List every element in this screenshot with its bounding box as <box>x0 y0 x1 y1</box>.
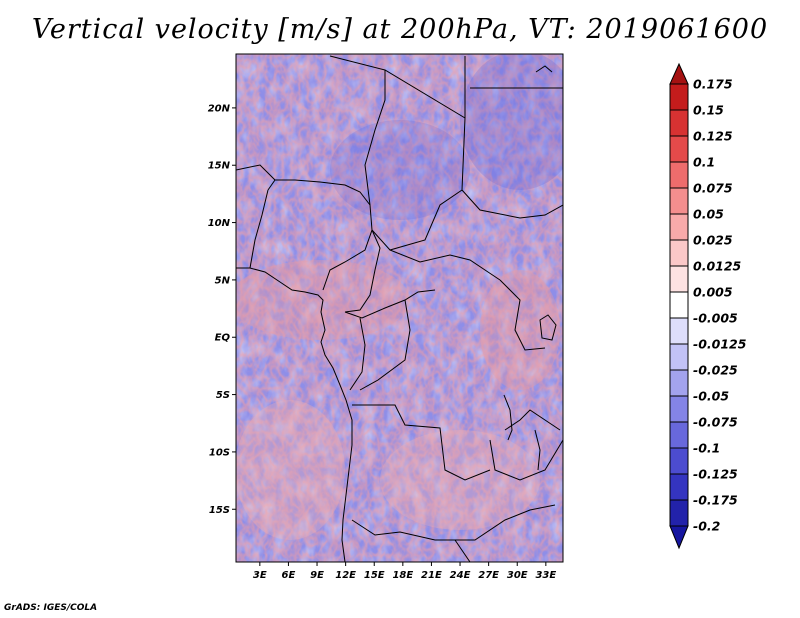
colorbar-label: 0.1 <box>693 155 715 170</box>
colorbar-bottom-arrow <box>669 525 689 550</box>
lon-label: 33E <box>535 570 556 581</box>
colorbar-label: 0.005 <box>693 285 733 300</box>
colorbar-label: -0.025 <box>693 363 738 378</box>
lat-label: EQ <box>215 333 231 344</box>
colorbar-swatch <box>669 395 689 423</box>
colorbar-swatch <box>669 135 689 163</box>
lon-label: 30E <box>507 570 528 581</box>
colorbar-swatch <box>669 317 689 345</box>
colorbar-label: -0.125 <box>693 467 738 482</box>
lat-label: 5S <box>216 390 230 401</box>
lat-label: 10N <box>208 218 231 229</box>
colorbar-swatch <box>669 499 689 527</box>
boundaries <box>236 55 563 562</box>
colorbar-label: -0.05 <box>693 389 729 404</box>
lon-label: 3E <box>253 570 267 581</box>
colorbar-label: 0.0125 <box>693 259 742 274</box>
longitude-axis: 3E 6E 9E 12E 15E 18E 21E 24E 27E 30E 33E <box>253 562 556 581</box>
colorbar-swatch <box>669 187 689 215</box>
colorbar-swatch <box>669 343 689 371</box>
colorbar-label: -0.0125 <box>693 337 747 352</box>
colorbar: 0.175 0.15 0.125 0.1 0.075 0.05 0.025 0.0125 0.0… <box>669 62 747 550</box>
colorbar-label: 0.025 <box>693 233 733 248</box>
lat-label: 20N <box>208 103 231 114</box>
lat-label: 5N <box>215 275 231 286</box>
lat-label: 15N <box>208 161 231 172</box>
lon-label: 6E <box>282 570 296 581</box>
lon-label: 18E <box>392 570 413 581</box>
colorbar-label: -0.005 <box>693 311 738 326</box>
chart-title: Vertical velocity [m/s] at 200hPa, VT: 2… <box>31 14 769 45</box>
colorbar-swatch <box>669 239 689 267</box>
colorbar-swatch <box>669 473 689 501</box>
colorbar-swatch <box>669 291 689 319</box>
lon-label: 27E <box>478 570 499 581</box>
colorbar-label: -0.075 <box>693 415 738 430</box>
colorbar-label: 0.075 <box>693 181 733 196</box>
colorbar-swatch <box>669 213 689 241</box>
footer-credit: GrADS: IGES/COLA <box>4 603 98 613</box>
colorbar-swatch <box>669 369 689 397</box>
colorbar-top-arrow <box>669 62 689 85</box>
velocity-field <box>236 54 563 562</box>
colorbar-label: -0.2 <box>693 519 720 534</box>
colorbar-label: -0.175 <box>693 493 738 508</box>
colorbar-label: -0.1 <box>693 441 720 456</box>
colorbar-label: 0.15 <box>693 103 724 118</box>
lat-label: 10S <box>209 447 230 458</box>
colorbar-label: 0.175 <box>693 77 733 92</box>
colorbar-label: 0.05 <box>693 207 724 222</box>
map-frame <box>235 53 564 563</box>
colorbar-label: 0.125 <box>693 129 733 144</box>
colorbar-swatch <box>669 265 689 293</box>
colorbar-swatch <box>669 83 689 111</box>
latitude-axis: 20N 15N 10N 5N EQ 5S 10S 15S <box>208 103 236 516</box>
lat-label: 15S <box>209 505 230 516</box>
colorbar-swatch <box>669 109 689 137</box>
colorbar-swatch <box>669 447 689 475</box>
colorbar-swatch <box>669 421 689 449</box>
lon-label: 21E <box>421 570 442 581</box>
lon-label: 15E <box>364 570 385 581</box>
lon-label: 12E <box>335 570 356 581</box>
colorbar-swatch <box>669 161 689 189</box>
lon-label: 9E <box>310 570 324 581</box>
lon-label: 24E <box>450 570 471 581</box>
